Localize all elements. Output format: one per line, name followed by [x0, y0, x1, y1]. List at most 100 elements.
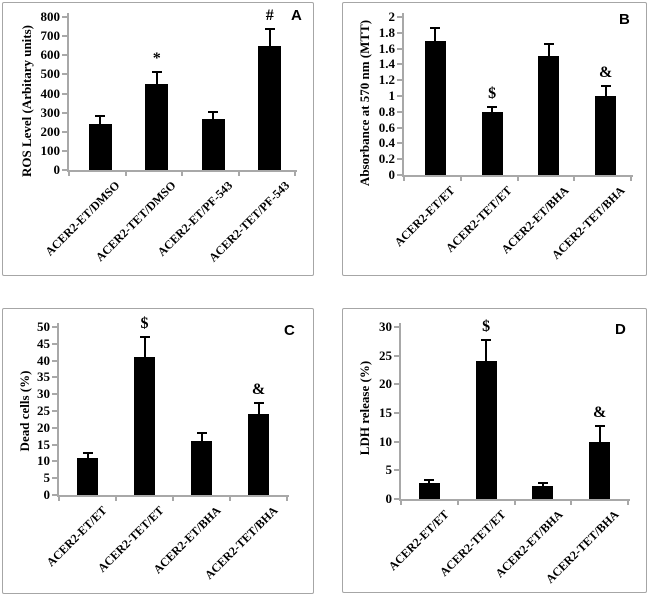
significance-marker: $ — [140, 315, 149, 333]
y-tick-label: 1.6 — [378, 40, 395, 56]
significance-marker: $ — [488, 85, 497, 103]
x-tick — [115, 497, 117, 501]
error-bar-line — [547, 43, 550, 56]
y-tick-label: 0 — [53, 162, 61, 177]
x-axis-line — [402, 175, 633, 177]
panel-b: B Absorbance at 570 nm (MTT) 0 0.2 0.4 0.6 0… — [342, 2, 647, 276]
error-bar-cap — [264, 28, 275, 31]
y-tick — [394, 383, 399, 386]
bar — [481, 111, 503, 175]
x-axis-line — [399, 499, 630, 501]
y-tick — [397, 110, 402, 113]
bar — [77, 458, 98, 495]
error-bar-cap — [151, 70, 162, 73]
bar — [418, 482, 440, 499]
y-tick — [52, 393, 57, 396]
error-bar-line — [268, 29, 271, 46]
y-tick — [52, 426, 57, 429]
y-tick-label: 2 — [388, 9, 396, 24]
y-tick-label: 600 — [40, 47, 61, 63]
y-tick — [62, 54, 67, 57]
error-bar-line — [428, 479, 431, 483]
y-tick — [52, 359, 57, 362]
error-bar-line — [485, 340, 488, 362]
x-tick — [630, 177, 632, 181]
y-tick-label: 5 — [43, 470, 51, 486]
y-tick-label: 0 — [385, 491, 393, 506]
error-bar-line — [99, 116, 102, 125]
y-tick — [62, 35, 67, 38]
y-tick — [52, 494, 57, 496]
significance-marker: & — [598, 63, 613, 81]
y-tick — [62, 149, 67, 152]
y-tick — [394, 354, 399, 357]
bar — [134, 357, 155, 495]
y-tick-label: 0 — [43, 487, 51, 502]
error-bar-line — [434, 28, 437, 41]
panel-label-a: A — [291, 7, 302, 24]
y-axis-line — [57, 323, 59, 497]
y-tick — [397, 142, 402, 145]
x-tick — [456, 501, 459, 505]
y-tick — [397, 174, 402, 176]
significance-marker: & — [251, 380, 266, 398]
y-tick-label: 1.8 — [378, 24, 395, 40]
y-tick-label: 10 — [37, 453, 50, 469]
x-tick — [573, 177, 576, 181]
x-tick — [58, 497, 60, 501]
bar — [248, 414, 269, 495]
y-tick-label: 25 — [37, 403, 50, 418]
x-tick — [229, 497, 231, 501]
error-bar-line — [604, 85, 607, 96]
y-tick — [52, 376, 57, 379]
error-bar-cap — [82, 452, 93, 454]
bar — [475, 361, 497, 499]
y-tick-label: 30 — [37, 386, 50, 402]
y-tick-label: 1 — [388, 88, 396, 103]
error-bar-line — [598, 425, 601, 442]
y-axis-line — [402, 13, 404, 177]
y-tick-label: 0.2 — [378, 151, 395, 167]
y-tick — [394, 326, 399, 328]
y-tick — [62, 111, 67, 114]
y-tick — [397, 79, 402, 82]
bar — [201, 119, 225, 170]
panel-d: D LDH release (%) 0 5 10 15 20 25 30 ACER2-ET/E… — [342, 308, 647, 593]
y-tick-label: 100 — [40, 142, 61, 158]
bar — [532, 486, 554, 499]
y-tick-label: 800 — [40, 9, 61, 24]
panel-label-b: B — [619, 11, 630, 28]
error-bar-cap — [481, 339, 492, 342]
error-bar-line — [541, 482, 544, 487]
y-tick — [397, 158, 402, 161]
x-tick — [68, 172, 70, 176]
x-tick — [181, 172, 183, 176]
y-tick-label: 20 — [37, 419, 50, 435]
plot-area-d: 0 5 10 15 20 25 30 ACER2-ET/ET $ ACER2-TET/ET ACER… — [343, 309, 646, 592]
y-tick — [397, 16, 402, 18]
error-bar-line — [212, 111, 215, 120]
y-tick — [52, 326, 57, 328]
y-tick — [394, 469, 399, 472]
y-tick-label: 300 — [40, 104, 61, 120]
y-tick-label: 5 — [385, 462, 393, 478]
y-tick — [397, 126, 402, 129]
y-tick — [52, 410, 57, 412]
bar — [595, 96, 617, 175]
x-tick — [286, 497, 288, 501]
bar — [88, 124, 112, 170]
x-tick — [400, 501, 402, 505]
error-bar-cap — [430, 27, 441, 30]
x-tick — [403, 177, 405, 181]
error-bar-cap — [208, 110, 219, 113]
x-tick — [124, 172, 127, 176]
significance-marker: * — [152, 49, 161, 67]
plot-area-a: 0 100 200 300 400 500 600 700 800 ACER2-ET/DMSO * A… — [3, 3, 313, 275]
y-tick-label: 0.8 — [378, 103, 395, 119]
y-tick — [397, 31, 402, 34]
y-tick-label: 0 — [388, 167, 396, 182]
panel-label-c: C — [284, 322, 295, 339]
error-bar-line — [257, 402, 260, 415]
x-tick — [627, 501, 629, 505]
y-tick — [62, 169, 67, 171]
